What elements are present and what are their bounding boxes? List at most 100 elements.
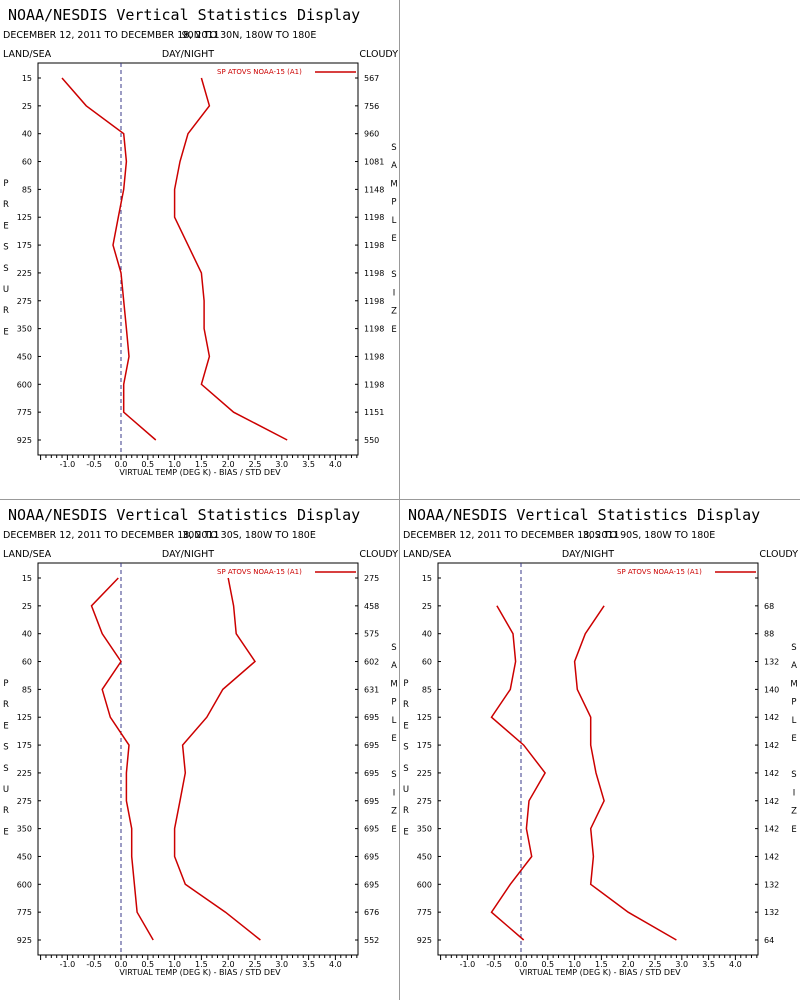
y2-axis-label-letter: S [391,270,396,280]
legend-label: SP ATOVS NOAA-15 (A1) [217,68,302,76]
y-axis-label-letter: P [3,679,8,689]
pressure-tick-label: 450 [17,852,32,861]
pressure-tick-label: 350 [17,325,32,334]
x-tick-label: 2.5 [249,460,262,469]
sample-size-label: 142 [764,797,779,806]
land-sea-label: LAND/SEA [3,49,52,60]
y-axis-label-letter: U [403,785,409,795]
sample-size-label: 1198 [364,325,384,334]
x-axis-label: VIRTUAL TEMP (DEG K) - BIAS / STD DEV [119,968,281,977]
bias-series-line [90,577,154,941]
sample-size-label: 756 [364,102,379,111]
y2-axis-label-letter: Z [391,807,397,817]
sample-size-label: 695 [364,880,379,889]
y2-axis-label-letter: E [791,825,796,835]
chart-title: NOAA/NESDIS Vertical Statistics Display [408,506,760,524]
y-axis-label-letter: E [3,221,8,231]
y-axis-label-letter: R [3,200,9,210]
chart-panel-90n-30n: NOAA/NESDIS Vertical Statistics Display D… [0,0,398,498]
pressure-tick-label: 125 [17,213,32,222]
y-axis-label-letter: U [3,785,9,795]
plot-frame [37,562,359,956]
pressure-tick-label: 15 [422,574,432,583]
y-axis-label-letter: P [3,179,8,189]
y2-axis-label-letter: M [390,179,397,189]
x-tick-label: 0.5 [141,460,154,469]
y2-axis-label-letter: L [792,716,797,726]
sample-size-label: 695 [364,713,379,722]
horizontal-divider [0,499,800,500]
pressure-tick-label: 275 [17,297,32,306]
y-axis-label-letter: E [3,721,8,731]
x-tick-label: 0.5 [541,960,554,969]
sample-size-label: 88 [764,630,774,639]
y2-axis-label-letter: S [791,643,796,653]
sample-size-label: 960 [364,130,379,139]
chart-title: NOAA/NESDIS Vertical Statistics Display [8,6,360,24]
y2-axis-label-letter: E [791,734,796,744]
sample-size-label: 1198 [364,297,384,306]
pressure-tick-label: 775 [17,908,32,917]
y2-axis-label-letter: E [391,825,396,835]
cloudy-label: CLOUDY [359,49,398,60]
y2-axis-label-letter: P [391,698,396,708]
pressure-tick-label: 925 [17,936,32,945]
x-tick-label: 2.0 [622,960,635,969]
pressure-tick-label: 775 [17,408,32,417]
y-axis-label-letter: E [3,327,8,337]
sample-size-label: 552 [364,936,379,945]
x-tick-label: 3.0 [275,460,288,469]
pressure-tick-label: 775 [417,908,432,917]
pressure-tick-label: 15 [22,574,32,583]
y-axis-label-letter: R [3,306,9,316]
pressure-tick-label: 225 [417,769,432,778]
x-tick-label: 1.0 [168,460,181,469]
x-tick-label: 1.0 [168,960,181,969]
sample-size-label: 142 [764,852,779,861]
y2-axis-label-letter: S [791,770,796,780]
sample-size-label: 631 [364,685,379,694]
sample-size-label: 142 [764,713,779,722]
pressure-tick-label: 175 [417,741,432,750]
cloudy-label: CLOUDY [759,549,798,560]
y2-axis-label-letter: E [391,234,396,244]
pressure-tick-label: 40 [422,630,432,639]
sample-size-label: 132 [764,880,779,889]
y-axis-label-letter: U [3,285,9,295]
pressure-tick-label: 40 [22,130,32,139]
y2-axis-label-letter: L [392,216,397,226]
y2-axis-label-letter: I [393,288,396,298]
y-axis-label-letter: E [403,827,408,837]
pressure-tick-label: 25 [422,602,432,611]
sample-size-label: 1198 [364,380,384,389]
x-tick-label: 4.0 [329,460,342,469]
chart-panel-30s-90s: NOAA/NESDIS Vertical Statistics Display D… [400,500,798,998]
y2-axis-label-letter: I [793,788,796,798]
plot-frame [437,562,759,956]
stddev-series-line [573,605,677,941]
pressure-tick-label: 275 [417,797,432,806]
pressure-tick-label: 450 [417,852,432,861]
x-tick-label: 3.5 [302,460,315,469]
y2-axis-label-letter: L [392,716,397,726]
y-axis-label-letter: R [3,700,9,710]
y2-axis-label-letter: P [391,198,396,208]
land-sea-label: LAND/SEA [3,549,52,560]
stddev-series-line [173,77,288,441]
y-axis-label-letter: R [403,700,409,710]
sample-size-label: 64 [764,936,774,945]
x-tick-label: 3.5 [302,960,315,969]
plot-frame [37,62,359,456]
y2-axis-label-letter: M [390,679,397,689]
sample-size-label: 550 [364,436,379,445]
sample-size-label: 1198 [364,269,384,278]
sample-size-label: 142 [764,741,779,750]
x-tick-label: 2.0 [222,960,235,969]
sample-size-label: 275 [364,574,379,583]
chart-region: 30N TO 30S, 180W TO 180E [182,530,316,541]
pressure-tick-label: 450 [17,352,32,361]
sample-size-label: 68 [764,602,774,611]
y-axis-label-letter: S [3,264,8,274]
pressure-tick-label: 925 [417,936,432,945]
sample-size-label: 1148 [364,185,384,194]
